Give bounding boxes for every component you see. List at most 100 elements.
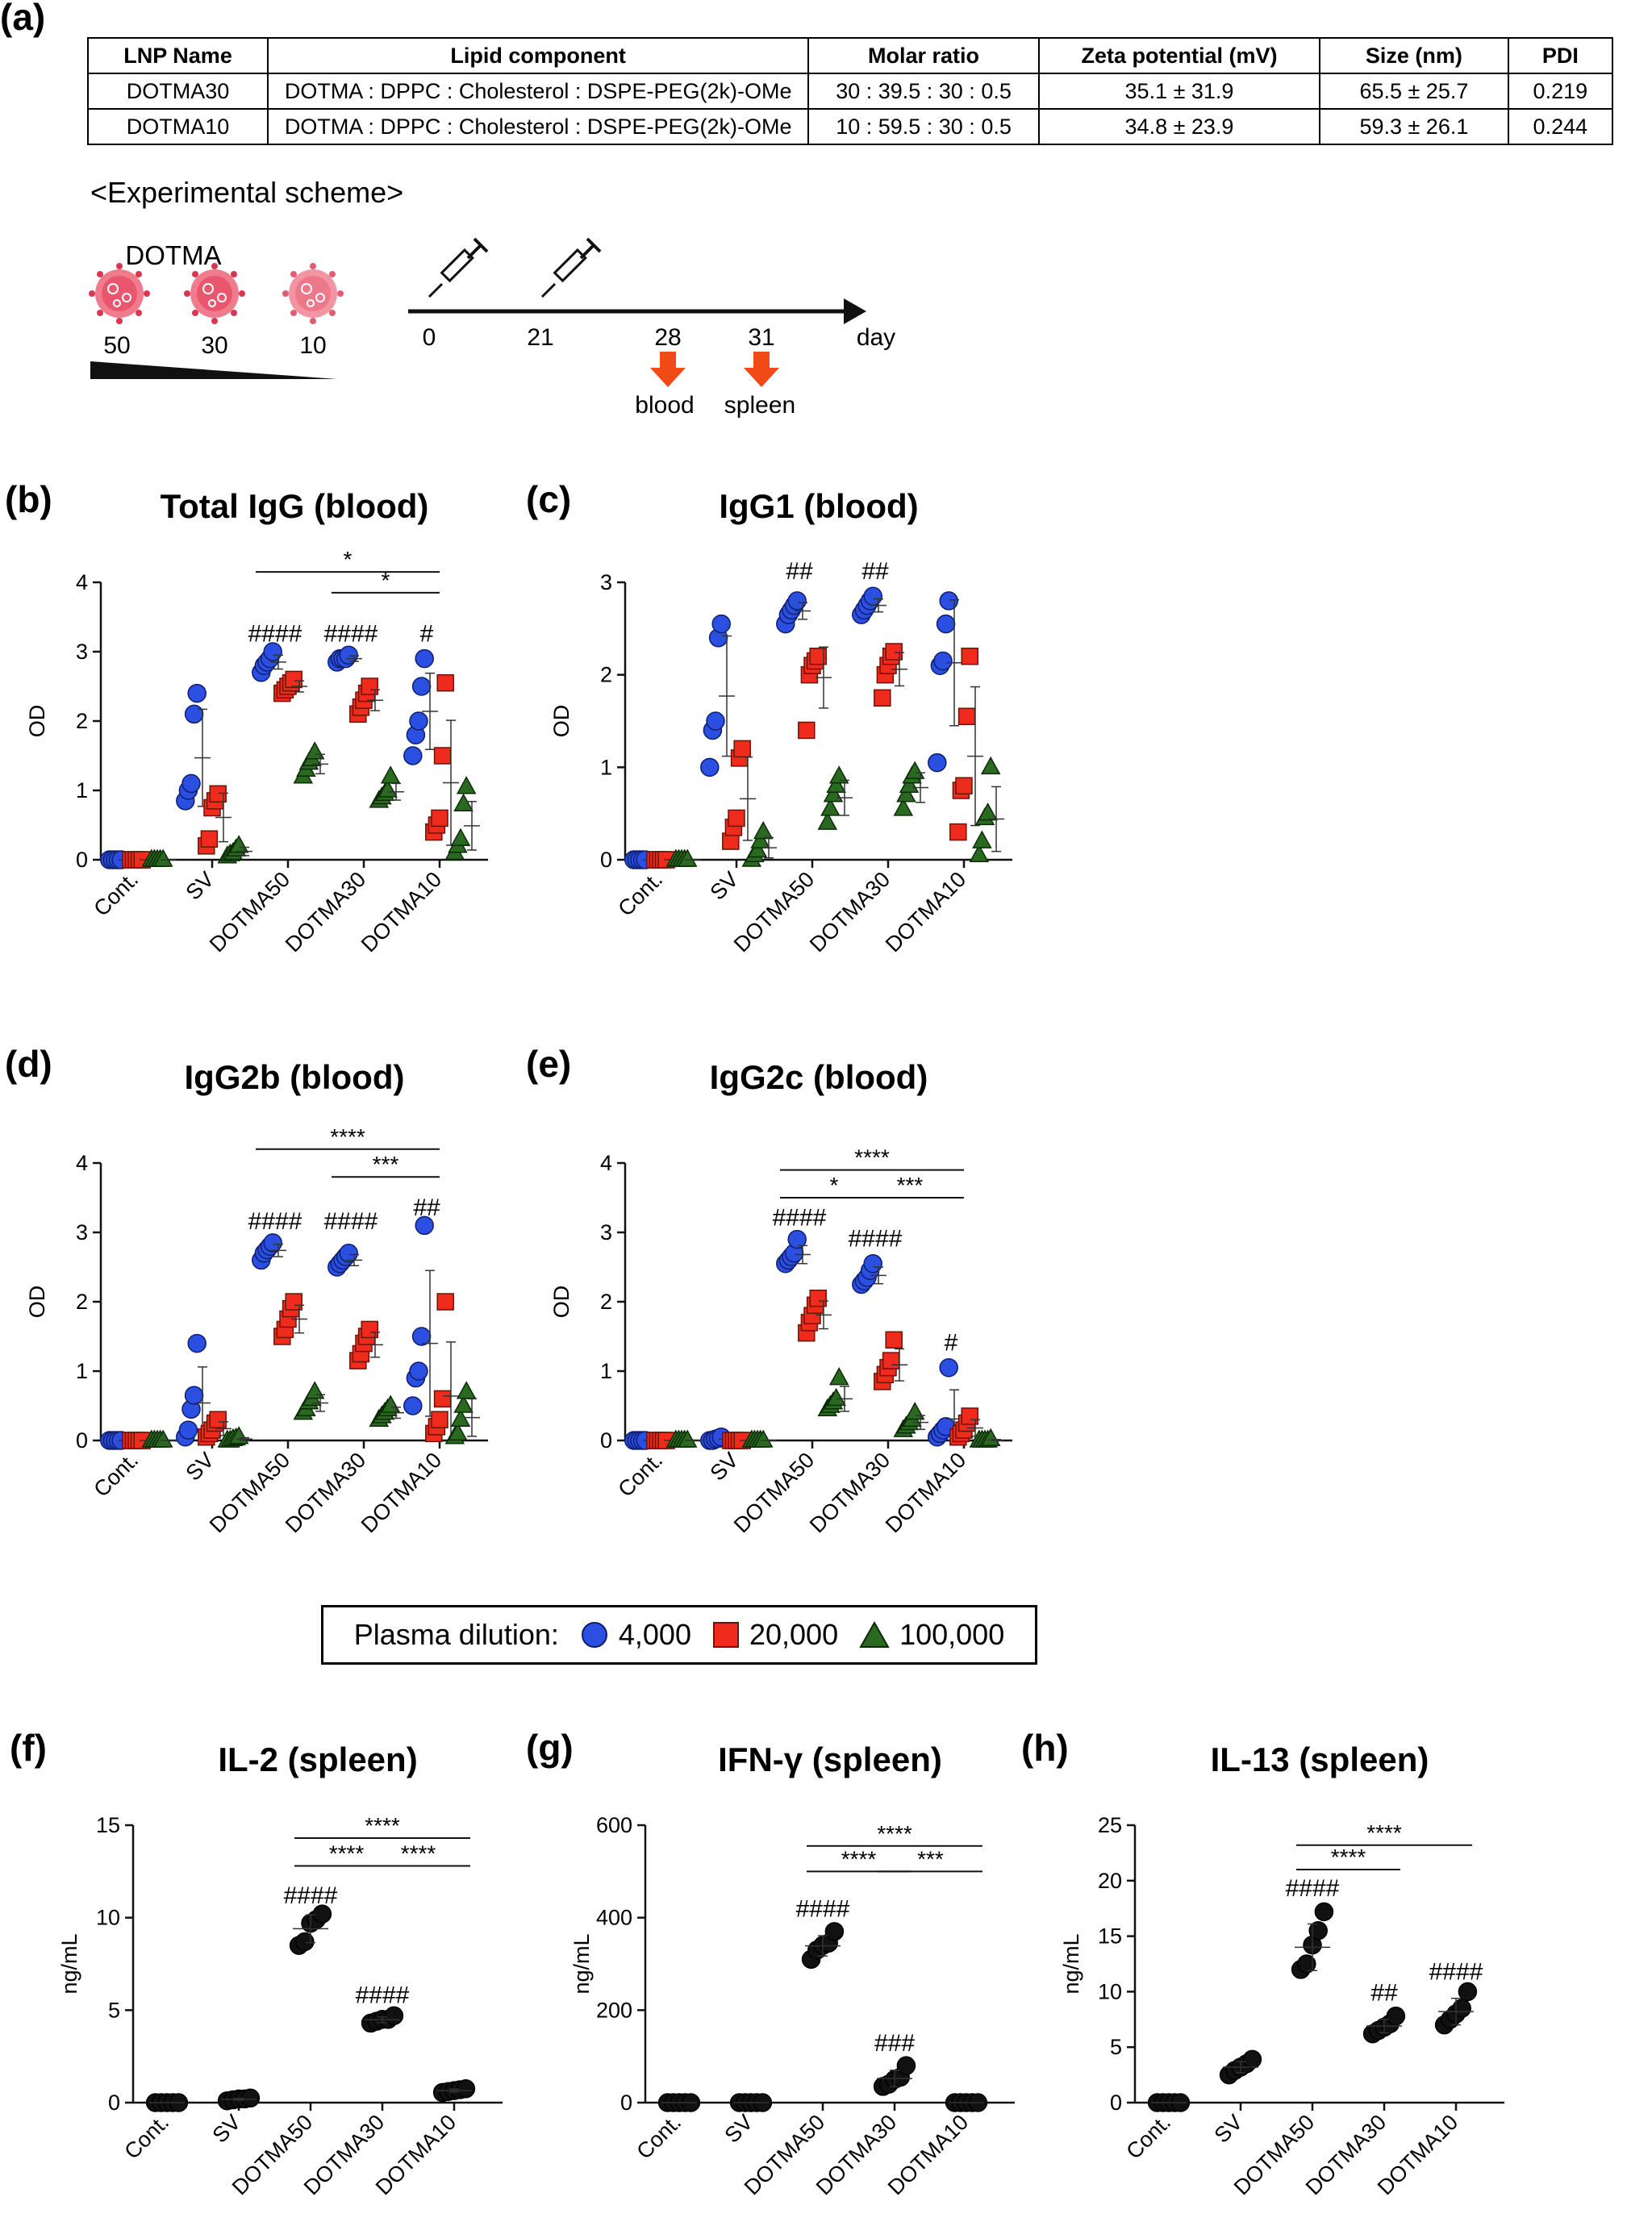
data-point: [456, 776, 477, 794]
panel-label-e: (e): [526, 1043, 572, 1085]
table-row: DOTMA30 DOTMA : DPPC : Cholesterol : DSP…: [86, 73, 1614, 110]
data-point: [209, 1411, 227, 1428]
data-point: [295, 1932, 315, 1952]
data-point: [828, 765, 849, 784]
chart-title: Total IgG (blood): [161, 487, 429, 525]
lnp-level-10: 10: [299, 332, 326, 359]
data-point: [969, 844, 990, 863]
data-point: [978, 803, 998, 821]
data-point: [677, 848, 698, 867]
chart-title: IgG2c (blood): [710, 1058, 928, 1096]
data-point: [1242, 2049, 1262, 2070]
y-tick-label: 3: [76, 1220, 88, 1244]
panel-label-g: (g): [526, 1727, 574, 1769]
timeline-day: 21: [527, 324, 553, 351]
legend-label: 4,000: [618, 1618, 691, 1651]
lnp-table: LNP Name Lipid component Molar ratio Zet…: [86, 37, 1614, 145]
data-point: [411, 677, 432, 696]
data-point: [677, 1429, 698, 1448]
x-tick-label: DOTMA30: [281, 867, 370, 957]
data-point: [733, 740, 751, 758]
significance-stars: *: [382, 568, 390, 593]
scheme-title: <Experimental scheme>: [90, 176, 404, 209]
data-point: [409, 711, 428, 731]
x-tick-label: DOTMA30: [281, 1448, 370, 1537]
significance-stars: ****: [330, 1124, 365, 1149]
table-header: PDI: [1507, 37, 1614, 74]
data-point: [1452, 1999, 1471, 2018]
x-tick-label: Cont.: [632, 2110, 686, 2164]
significance-hash: #: [945, 1330, 958, 1357]
table-cell: DOTMA : DPPC : Cholesterol : DSPE-PEG(2k…: [267, 108, 810, 145]
table-header: Molar ratio: [807, 37, 1040, 74]
significance-stars: ***: [897, 1173, 924, 1198]
table-cell: DOTMA : DPPC : Cholesterol : DSPE-PEG(2k…: [267, 73, 810, 110]
y-tick-label: 15: [96, 1813, 120, 1837]
data-point: [187, 1333, 206, 1353]
y-tick-label: 5: [108, 1998, 120, 2022]
y-axis-label: OD: [549, 1286, 574, 1319]
timeline-day: 28: [654, 324, 681, 351]
legend: Plasma dilution: 4,000 20,000 100,000: [321, 1605, 1037, 1665]
table-cell: 30 : 39.5 : 30 : 0.5: [807, 73, 1040, 110]
lnp-level-50: 50: [103, 332, 130, 359]
data-point: [285, 670, 302, 689]
data-point: [431, 1411, 448, 1428]
arrow-down-icon: [650, 352, 686, 387]
y-tick-label: 2: [76, 709, 88, 733]
panel-label-c: (c): [526, 478, 572, 520]
significance-stars: ****: [1366, 1820, 1402, 1845]
y-tick-label: 10: [1098, 1979, 1122, 2003]
data-point: [972, 830, 992, 848]
y-tick-label: 1: [76, 1359, 88, 1383]
data-point: [152, 848, 173, 867]
x-tick-label: DOTMA50: [729, 1448, 819, 1537]
data-point: [928, 752, 947, 773]
y-tick-label: 0: [620, 2091, 632, 2115]
y-tick-label: 10: [96, 1906, 120, 1930]
data-point: [933, 651, 953, 671]
table-cell: 59.3 ± 26.1: [1319, 108, 1509, 145]
significance-hash: ##: [861, 558, 889, 585]
triangle-marker-icon: [859, 1621, 890, 1648]
data-point: [1458, 1982, 1478, 2002]
data-point: [403, 746, 423, 765]
significance-stars: *: [344, 547, 353, 572]
chart-title: IFN-γ (spleen): [718, 1740, 942, 1778]
x-tick-label: SV: [706, 1448, 744, 1486]
data-point: [863, 1253, 882, 1274]
chart-title: IgG1 (blood): [719, 487, 918, 525]
arrow-down-icon: [744, 352, 779, 387]
x-tick-label: DOTMA50: [205, 1448, 294, 1537]
x-tick-label: SV: [706, 867, 744, 905]
x-tick-label: DOTMA50: [729, 867, 819, 957]
data-point: [431, 809, 448, 828]
data-point: [863, 586, 882, 606]
timeline-day: 31: [748, 324, 774, 351]
table-cell: 65.5 ± 25.7: [1319, 73, 1509, 110]
y-tick-label: 0: [600, 848, 612, 872]
data-point: [152, 1429, 173, 1448]
x-tick-label: DOTMA10: [357, 1448, 446, 1537]
data-point: [228, 835, 249, 853]
data-point: [448, 1422, 468, 1441]
data-point: [456, 1381, 477, 1399]
significance-hash: ####: [248, 620, 302, 647]
significance-stars: ****: [401, 1841, 436, 1866]
data-point: [240, 2088, 261, 2108]
sample-label-spleen: spleen: [724, 392, 795, 419]
y-tick-label: 0: [76, 848, 88, 872]
data-point: [904, 761, 925, 779]
y-tick-label: 0: [1110, 2091, 1122, 2115]
legend-item-20000: 20,000: [712, 1618, 838, 1652]
table-cell: 0.244: [1507, 108, 1614, 145]
data-point: [181, 773, 201, 794]
data-point: [456, 2079, 476, 2099]
data-point: [184, 704, 204, 724]
significance-stars: ****: [329, 1841, 365, 1866]
table-row: DOTMA10 DOTMA : DPPC : Cholesterol : DSP…: [86, 108, 1614, 145]
x-tick-label: Cont.: [89, 867, 143, 921]
data-point: [787, 591, 807, 611]
data-point: [403, 1396, 423, 1415]
